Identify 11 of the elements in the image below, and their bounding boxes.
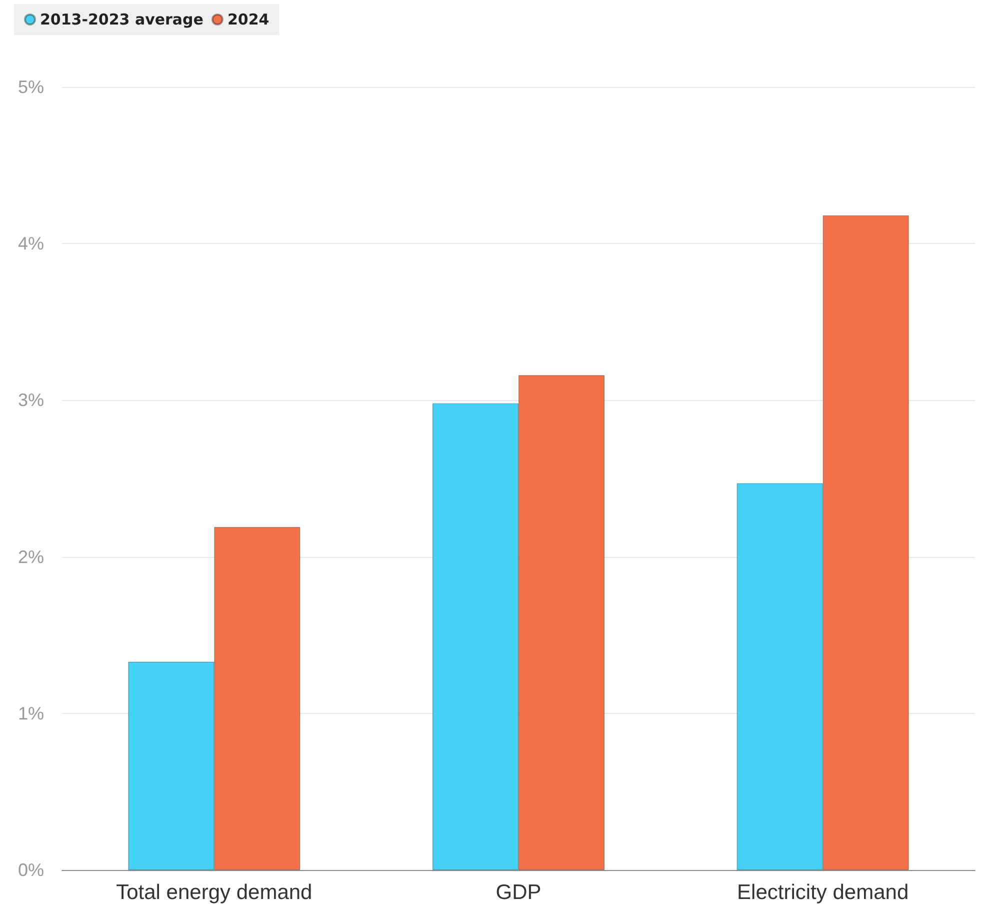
y-tick-label: 0%: [18, 860, 44, 880]
x-tick-label: Total energy demand: [116, 881, 312, 904]
x-tick-label: Electricity demand: [737, 881, 909, 904]
y-tick-label: 2%: [18, 546, 44, 567]
y-tick-label: 3%: [18, 390, 44, 410]
legend-label: 2013-2023 average: [40, 10, 204, 28]
y-tick-label: 4%: [18, 234, 44, 254]
y-tick-label: 1%: [18, 703, 44, 724]
y-tick-label: 5%: [18, 77, 44, 97]
legend-label: 2024: [227, 10, 270, 28]
x-tick-label: GDP: [496, 881, 542, 904]
